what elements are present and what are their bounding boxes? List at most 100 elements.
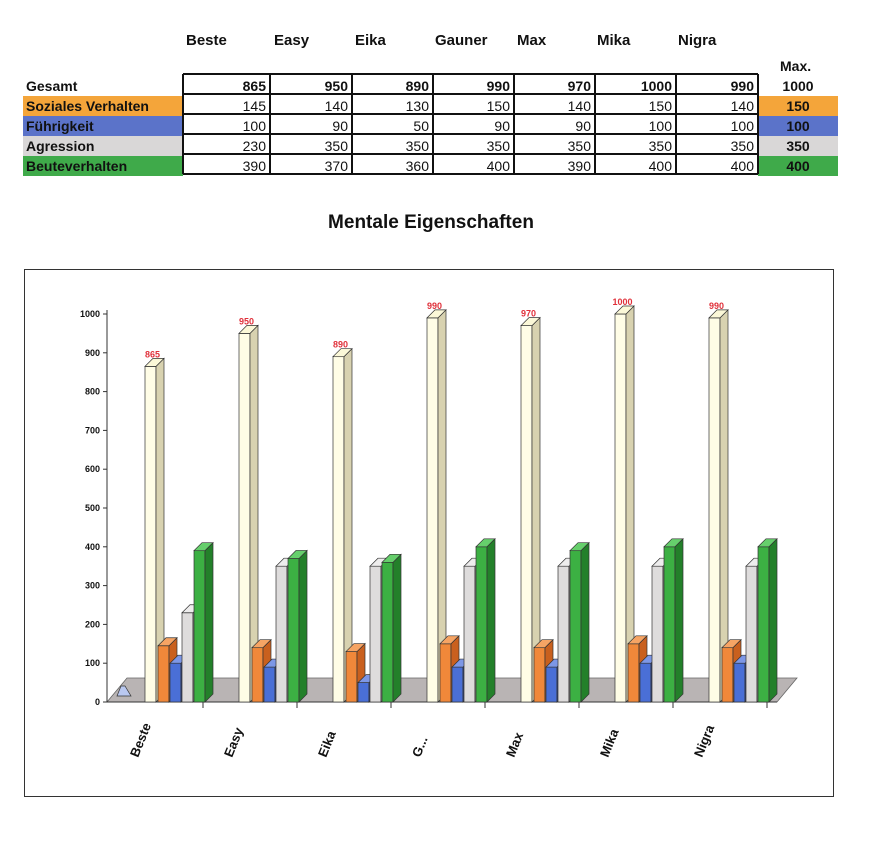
column-header: Max: [517, 32, 547, 49]
table-gridline: [757, 74, 759, 174]
y-tick-label: 0: [95, 697, 100, 707]
y-tick-label: 200: [85, 619, 100, 629]
table-cell: 130: [405, 98, 429, 114]
bar: [627, 643, 640, 703]
floor-marker: [116, 685, 132, 697]
bar-side: [768, 537, 778, 703]
table-cell: 370: [324, 158, 348, 174]
x-category-label: Nigra: [691, 722, 718, 759]
max-cell: 100: [758, 116, 838, 136]
table-cell: 150: [648, 98, 672, 114]
bar-top: [144, 358, 165, 367]
table-gridline: [183, 133, 758, 135]
bar: [369, 565, 382, 703]
table-cell: 990: [486, 78, 510, 94]
bar: [238, 333, 251, 703]
table-cell: 865: [242, 78, 266, 94]
x-category-label: G...: [409, 734, 431, 759]
table-cell: 990: [730, 78, 754, 94]
bar-side: [580, 541, 590, 703]
bar-side: [204, 541, 214, 703]
max-cell: 350: [758, 136, 838, 156]
bar-top: [533, 639, 554, 649]
table-cell: 90: [575, 118, 591, 134]
table-cell: 100: [730, 118, 754, 134]
bar: [357, 682, 370, 703]
bar-top: [614, 305, 635, 315]
bar-top: [520, 317, 541, 326]
y-tick-label: 900: [85, 348, 100, 358]
bar-top: [663, 538, 684, 548]
bar: [745, 565, 758, 703]
bar-top: [238, 325, 259, 334]
table-cell: 350: [486, 138, 510, 154]
chart-frame: 0 100 200 300 400 500 600 700 800 900 1000 Beste Eas…: [24, 269, 834, 797]
bar-top: [757, 538, 778, 548]
bar-top: [569, 542, 590, 552]
bar: [287, 558, 300, 703]
column-header: Nigra: [678, 32, 717, 49]
table-gridline: [675, 74, 677, 174]
bar: [733, 662, 746, 703]
table-cell: 100: [242, 118, 266, 134]
bar: [520, 325, 533, 703]
bar: [332, 356, 345, 703]
bar: [475, 546, 488, 703]
bar-value-label: 950: [239, 316, 254, 326]
table-cell: 140: [567, 98, 591, 114]
table-gridline: [432, 74, 434, 174]
table-cell: 140: [324, 98, 348, 114]
bar: [426, 317, 439, 703]
bar: [439, 643, 452, 703]
table-cell: 350: [648, 138, 672, 154]
bar: [639, 662, 652, 703]
table-cell: 400: [486, 158, 510, 174]
y-tick-label: 800: [85, 387, 100, 397]
table-cell: 360: [405, 158, 429, 174]
y-tick-label: 400: [85, 542, 100, 552]
bar: [545, 666, 558, 703]
table-gridline: [513, 74, 515, 174]
x-category-label: Easy: [221, 725, 247, 759]
table-cell: 350: [567, 138, 591, 154]
bar: [169, 662, 182, 703]
bar: [569, 550, 582, 703]
row-label: Agression: [23, 136, 183, 156]
bar-top: [332, 348, 353, 358]
y-tick-label: 600: [85, 464, 100, 474]
row-label: Gesamt: [23, 76, 183, 96]
bar-chart: 0 100 200 300 400 500 600 700 800 900 1000 Beste Eas…: [80, 297, 798, 759]
bar: [721, 647, 734, 703]
table-gridline: [183, 153, 758, 155]
y-tick-label: 1000: [80, 309, 100, 319]
bar: [451, 666, 464, 703]
bar-value-label: 1000: [612, 297, 632, 307]
bar-top: [627, 635, 648, 645]
row-label: Soziales Verhalten: [23, 96, 183, 116]
table-cell: 890: [405, 78, 429, 94]
table-gridline: [351, 74, 353, 174]
x-category-label: Mika: [597, 726, 622, 759]
max-cell: 1000: [758, 76, 838, 96]
bar: [651, 565, 664, 703]
table-cell: 145: [242, 98, 266, 114]
chart-title: Mentale Eigenschaften: [328, 212, 534, 233]
table-cell: 1000: [640, 78, 672, 94]
x-category-label: Beste: [127, 721, 154, 759]
bar: [663, 546, 676, 703]
y-tick-label: 500: [85, 503, 100, 513]
table-cell: 90: [332, 118, 348, 134]
column-header: Mika: [597, 32, 631, 49]
table-cell: 970: [567, 78, 591, 94]
bar: [251, 647, 264, 703]
bar-top: [708, 309, 729, 319]
bar: [275, 565, 288, 703]
table-cell: 400: [730, 158, 754, 174]
bar: [263, 666, 276, 703]
table-gridline: [594, 74, 596, 174]
table-cell: 350: [405, 138, 429, 154]
table-cell: 100: [648, 118, 672, 134]
bar-side: [674, 537, 684, 703]
data-table: Beste Easy Eika Gauner Max Mika Nigra Max. Gesam…: [0, 0, 876, 200]
max-cell: 400: [758, 156, 838, 176]
